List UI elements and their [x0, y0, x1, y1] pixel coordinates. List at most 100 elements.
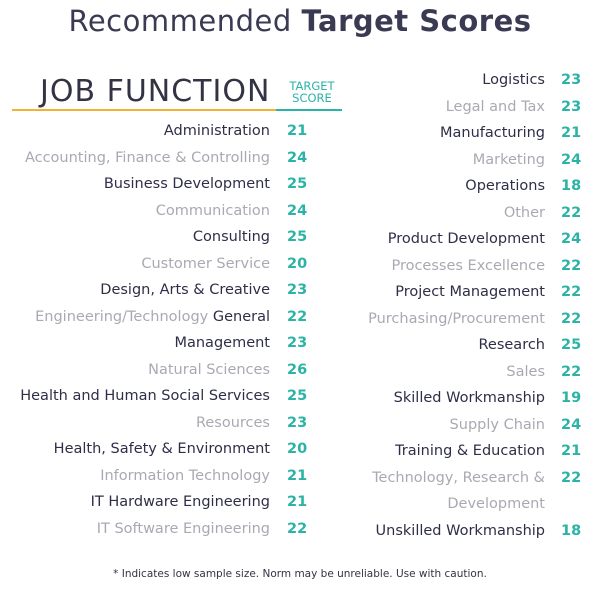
job-function-name: Resources	[195, 414, 270, 431]
target-score-value: 25	[287, 176, 308, 192]
list-item: Customer Service 20	[0, 251, 317, 277]
job-function-name-part: General	[212, 308, 270, 325]
target-score-value: 24	[287, 202, 308, 219]
list-item: Processes Excellence 22	[0, 253, 591, 279]
list-item: Technology, Research & 22	[0, 465, 591, 491]
job-function-name: Marketing	[472, 151, 545, 168]
target-score-value: 20	[287, 255, 308, 272]
target-score-value: 19	[561, 390, 582, 406]
list-item: Administration 21	[0, 118, 317, 144]
job-function-name: Accounting, Finance & Controlling	[24, 149, 270, 166]
target-score-value: 22	[287, 520, 308, 537]
job-function-name: Unskilled Workmanship	[375, 522, 545, 539]
target-score-value: 22	[561, 469, 582, 486]
list-item: Accounting, Finance & Controlling 24	[0, 145, 317, 171]
target-score-value: 21	[561, 443, 582, 459]
list-item: Supply Chain 24	[0, 412, 591, 438]
title-regular: Recommended	[68, 4, 302, 38]
list-item: Consulting 25	[0, 224, 317, 250]
target-score-value: 26	[287, 361, 308, 378]
target-score-value: 22	[287, 308, 308, 325]
job-function-name: Technology, Research &	[372, 469, 545, 486]
job-function-name: Processes Excellence	[391, 257, 545, 274]
list-item: Marketing 24	[0, 147, 591, 173]
target-score-header: TARGET SCORE	[282, 80, 342, 104]
list-item: Resources 23	[0, 410, 317, 436]
target-score-value: 25	[287, 229, 308, 245]
target-score-value: 21	[561, 125, 582, 141]
footnote: * Indicates low sample size. Norm may be…	[113, 568, 487, 580]
job-function-name: Other	[503, 204, 545, 221]
target-score-value: 25	[561, 337, 582, 353]
job-function-name: Health, Safety & Environment	[53, 441, 270, 457]
target-score-value: 24	[287, 149, 308, 166]
target-score-value: 22	[561, 284, 582, 300]
list-item: Management 23	[0, 330, 317, 356]
header-underline-teal	[276, 109, 342, 111]
job-function-name: Logistics	[482, 72, 545, 88]
target-score-value: 23	[287, 282, 308, 298]
list-item: Product Development 24	[0, 226, 591, 252]
job-function-name: Administration	[163, 123, 270, 139]
target-score-value: 23	[287, 335, 308, 351]
job-function-name: Customer Service	[141, 255, 270, 272]
job-function-name: Legal and Tax	[445, 98, 545, 115]
target-score-value: 18	[561, 178, 582, 194]
job-function-name: Supply Chain	[449, 416, 545, 433]
list-item: Engineering/Technology General 22	[0, 304, 317, 330]
job-function-name: Operations	[465, 178, 545, 194]
job-function-name: Purchasing/Procurement	[368, 310, 545, 327]
target-score-value: 24	[561, 416, 582, 433]
page-title: Recommended Target Scores	[0, 4, 600, 38]
target-score-value: 22	[561, 310, 582, 327]
target-score-value: 21	[287, 494, 308, 510]
job-function-name: Business Development	[103, 176, 270, 192]
list-item: Operations 18	[0, 173, 591, 199]
list-item: Development	[0, 491, 591, 517]
list-item: Manufacturing 21	[0, 120, 591, 146]
target-score-value: 22	[561, 257, 582, 274]
job-function-name: IT Hardware Engineering	[90, 494, 270, 510]
job-function-name: Training & Education	[395, 443, 545, 459]
list-item: Research 25	[0, 332, 591, 358]
list-item: Natural Sciences 26	[0, 357, 317, 383]
target-score-value: 20	[287, 441, 308, 457]
job-function-header: JOB FUNCTION	[40, 74, 271, 109]
list-item: Sales 22	[0, 359, 591, 385]
target-score-value: 23	[287, 414, 308, 431]
list-item: Purchasing/Procurement 22	[0, 306, 591, 332]
target-score-value: 22	[561, 363, 582, 380]
list-item: IT Hardware Engineering 21	[0, 489, 317, 515]
list-item: Communication 24	[0, 198, 317, 224]
list-item: Project Management 22	[0, 279, 591, 305]
target-score-value: 18	[561, 522, 582, 539]
job-function-name: Natural Sciences	[148, 361, 270, 378]
job-function-name: Design, Arts & Creative	[100, 282, 270, 298]
list-item: Health, Safety & Environment 20	[0, 436, 317, 462]
job-function-name: Consulting	[192, 229, 270, 245]
list-item: Legal and Tax 23	[0, 94, 591, 120]
list-item: IT Software Engineering 22	[0, 516, 317, 542]
target-score-header-line1: TARGET	[289, 79, 335, 93]
title-bold: Target Scores	[301, 4, 532, 38]
job-function-name-part: Engineering/Technology	[35, 308, 213, 325]
header-underline-gold	[12, 109, 280, 111]
list-item: Design, Arts & Creative 23	[0, 277, 317, 303]
target-score-value: 22	[561, 204, 582, 221]
job-function-name: Engineering/Technology General	[35, 304, 270, 330]
job-function-name: Project Management	[395, 284, 545, 300]
target-score-value: 25	[287, 388, 308, 404]
list-item: Unskilled Workmanship 18	[0, 518, 591, 544]
job-function-name: Sales	[506, 363, 545, 380]
job-function-name: Communication	[155, 202, 270, 219]
job-function-name: Manufacturing	[440, 125, 545, 141]
list-item: Business Development 25	[0, 171, 317, 197]
job-function-name: Management	[174, 335, 270, 351]
target-score-header-line2: SCORE	[292, 91, 332, 105]
job-function-name: IT Software Engineering	[96, 520, 270, 537]
target-score-value: 23	[561, 72, 582, 88]
job-function-name: Research	[478, 337, 545, 353]
list-item: Other 22	[0, 200, 591, 226]
target-score-value: 24	[561, 231, 582, 247]
target-score-value: 21	[287, 467, 308, 484]
